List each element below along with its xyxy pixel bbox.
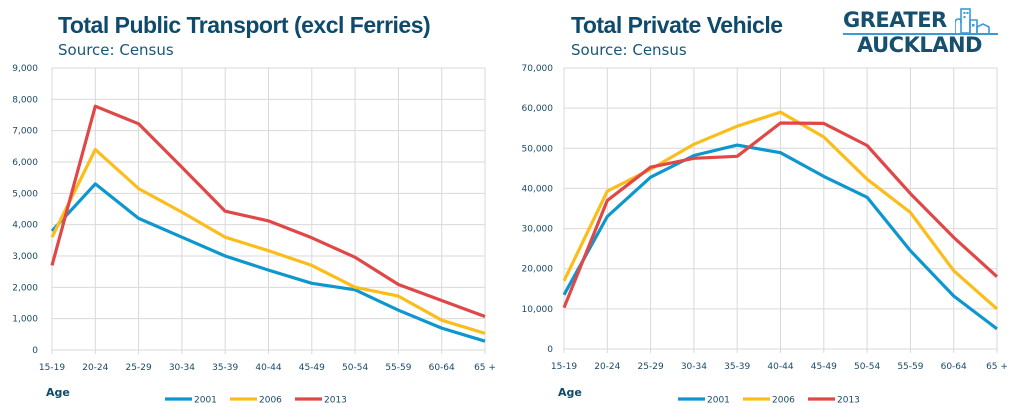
y-tick-label: 9,000 [12, 64, 38, 74]
x-tick-label: 65 + [986, 362, 1008, 372]
x-tick-label: 55-59 [385, 363, 411, 373]
x-tick-label: 50-54 [342, 363, 368, 373]
x-tick-label: 50-54 [854, 362, 880, 372]
series-line-2013 [50, 104, 486, 319]
x-tick-label: 25-29 [638, 362, 664, 372]
right-chart-title: Total Private Vehicle [571, 12, 783, 38]
x-tick-label: 15-19 [551, 362, 577, 372]
legend-label-2013: 2013 [324, 396, 347, 406]
y-tick-label: 0 [32, 346, 38, 356]
x-tick-label: 45-49 [299, 363, 325, 373]
y-tick-label: 1,000 [12, 315, 38, 325]
x-tick-label: 15-19 [39, 363, 65, 373]
y-tick-label: 3,000 [12, 252, 38, 262]
right-chart-subtitle: Source: Census [571, 41, 687, 59]
y-tick-label: 7,000 [12, 127, 38, 137]
series-line-2001 [50, 182, 486, 343]
y-tick-label: 2,000 [12, 283, 38, 293]
x-tick-label: 60-64 [941, 362, 967, 372]
y-tick-label: 6,000 [12, 158, 38, 168]
y-tick-label: 40,000 [522, 184, 554, 194]
x-tick-label: 20-24 [82, 363, 108, 373]
legend-label-2013: 2013 [837, 396, 860, 406]
x-axis-label: Age [46, 386, 70, 399]
x-tick-label: 55-59 [897, 362, 923, 372]
y-tick-label: 0 [547, 345, 553, 355]
greater-auckland-logo: GREATER AUCKLAND [843, 8, 998, 57]
series-line-2006 [50, 147, 486, 335]
series-line-2013 [562, 121, 999, 309]
legend-label-2006: 2006 [772, 396, 795, 406]
legend-label-2001: 2001 [707, 396, 730, 406]
y-tick-label: 10,000 [522, 305, 554, 315]
x-tick-label: 40-44 [767, 362, 793, 372]
legend-label-2001: 2001 [194, 396, 217, 406]
x-tick-label: 30-34 [681, 362, 707, 372]
x-tick-label: 40-44 [255, 363, 281, 373]
x-tick-label: 35-39 [212, 363, 238, 373]
x-tick-label: 65 + [474, 363, 496, 373]
x-tick-label: 25-29 [126, 363, 152, 373]
public-transport-chart: 0 1,000 2,000 3,000 4,000 5,000 6,000 7,000 8,00… [12, 64, 496, 406]
y-tick-label: 5,000 [12, 189, 38, 199]
left-chart-title: Total Public Transport (excl Ferries) [58, 12, 431, 38]
x-tick-label: 35-39 [724, 362, 750, 372]
y-tick-label: 4,000 [12, 221, 38, 231]
series-line-2001 [562, 143, 998, 331]
y-tick-label: 30,000 [522, 225, 554, 235]
logo-underline [843, 33, 998, 35]
y-tick-label: 20,000 [522, 265, 554, 275]
logo-text-greater: GREATER [843, 8, 947, 32]
x-tick-label: 60-64 [429, 363, 455, 373]
legend-label-2006: 2006 [259, 396, 282, 406]
x-tick-label: 45-49 [811, 362, 837, 372]
y-tick-label: 8,000 [12, 95, 38, 105]
logo-text-auckland: AUCKLAND [857, 33, 982, 57]
y-tick-label: 60,000 [522, 104, 554, 114]
x-axis-label: Age [558, 386, 582, 399]
private-vehicle-chart: 0 10,000 20,000 30,000 40,000 50,000 60,000 70,… [522, 64, 1008, 406]
x-tick-label: 20-24 [594, 362, 620, 372]
y-tick-label: 70,000 [522, 64, 554, 74]
left-chart-subtitle: Source: Census [58, 41, 174, 59]
x-tick-label: 30-34 [169, 363, 195, 373]
y-tick-label: 50,000 [522, 144, 554, 154]
